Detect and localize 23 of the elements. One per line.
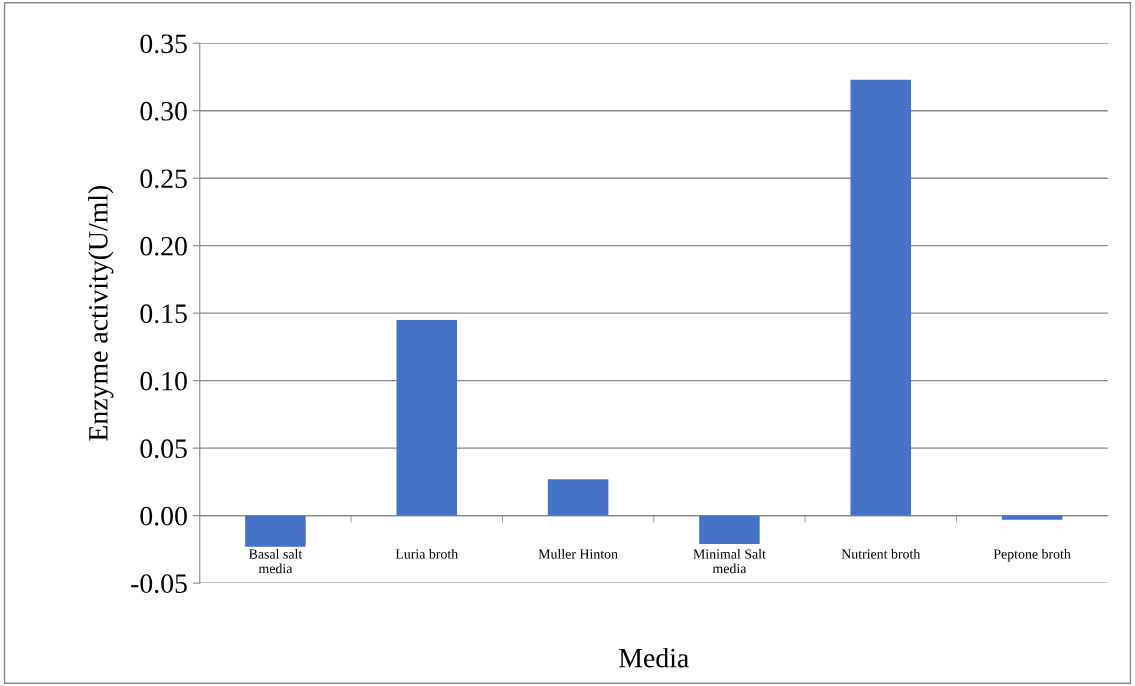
y-tick-label: 0.00	[140, 506, 187, 526]
bar	[396, 319, 458, 516]
bar	[1001, 515, 1063, 520]
x-tick-label: Peptone broth	[993, 548, 1071, 562]
x-tick-label: Minimal Salt media	[693, 548, 766, 574]
y-tick-label: 0.30	[140, 101, 187, 121]
bar	[547, 479, 609, 516]
y-tick-label: 0.05	[140, 439, 187, 459]
y-tick-label: 0.10	[140, 371, 187, 391]
y-tick-label: -0.05	[131, 574, 187, 594]
x-axis-title: Media	[619, 647, 689, 668]
x-tick-label: Nutrient broth	[841, 548, 921, 559]
y-axis-title: Enzyme activity(U/ml)	[88, 185, 114, 441]
x-tick-label: Basal salt media	[249, 548, 303, 574]
y-tick-label: 0.35	[140, 34, 187, 54]
bar	[245, 515, 306, 547]
y-tick-label: 0.20	[140, 236, 187, 256]
y-tick-label: 0.15	[140, 304, 187, 324]
bar	[850, 79, 912, 516]
y-tick-label: 0.25	[140, 169, 187, 189]
bar	[699, 515, 760, 544]
x-tick-label: Luria broth	[395, 548, 459, 559]
x-tick-label: Muller Hinton	[538, 548, 618, 559]
